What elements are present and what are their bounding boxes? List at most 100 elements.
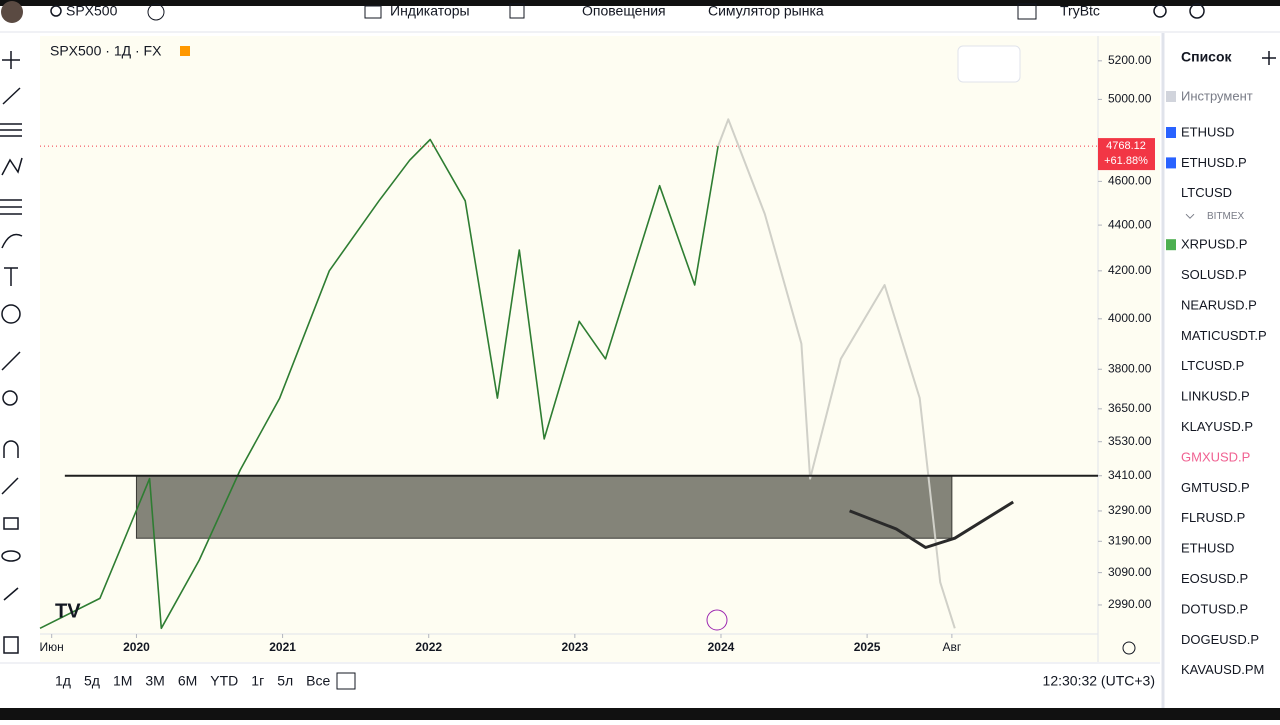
x-tick-label: 2022	[415, 640, 442, 654]
header-flag	[1166, 91, 1176, 102]
plot	[39, 118, 1098, 630]
search-icon[interactable]	[50, 5, 62, 17]
bottom-bar: 1д 5д 1М 3М 6М YTD 1г 5л Все	[55, 673, 331, 689]
top-toolbar	[0, 6, 1280, 32]
watchlist-symbol[interactable]: ETHUSD	[1181, 124, 1234, 139]
symbol-flag	[1166, 157, 1176, 169]
search-icon-2[interactable]	[1153, 4, 1167, 18]
y-tick-label: 3410.00	[1108, 468, 1152, 482]
bottom-edge	[0, 708, 1280, 720]
delete-tool[interactable]	[3, 636, 19, 654]
account-name[interactable]: TryBtc	[1060, 3, 1100, 19]
settings-icon[interactable]	[1189, 3, 1205, 19]
fullscreen-icon[interactable]	[1017, 3, 1037, 20]
group-chevron[interactable]	[1185, 213, 1195, 219]
user-drawing	[849, 500, 1014, 549]
range-button[interactable]: 3М	[145, 673, 164, 689]
lock-drawing-tool[interactable]	[1, 477, 19, 495]
alert-flag	[180, 46, 190, 56]
range-button[interactable]: 1г	[251, 673, 264, 689]
axis-settings[interactable]	[1122, 641, 1136, 655]
link-tool[interactable]	[3, 587, 19, 601]
watchlist-symbol[interactable]: GMTUSD.P	[1181, 480, 1250, 495]
crosshair-tool[interactable]	[2, 51, 20, 69]
y-tick-label: 5200.00	[1108, 53, 1152, 67]
y-tick-label: 3800.00	[1108, 361, 1152, 375]
replay-button[interactable]: Симулятор рынка	[708, 3, 824, 19]
y-tick-label: 3530.00	[1108, 434, 1152, 448]
text-tool[interactable]	[4, 267, 18, 286]
pattern-tool[interactable]	[1, 157, 23, 176]
watchlist-symbol[interactable]: MATICUSDT.P	[1181, 328, 1267, 343]
watchlist-symbol[interactable]: DOGEUSD.P	[1181, 632, 1259, 647]
emoji-tool[interactable]	[1, 304, 21, 324]
watchlist-symbol[interactable]: SOLUSD.P	[1181, 267, 1247, 282]
watchlist-title[interactable]: Список	[1181, 49, 1233, 65]
watchlist-symbol[interactable]: FLRUSD.P	[1181, 510, 1245, 525]
symbol-flag	[1166, 127, 1176, 138]
y-tick-label: 3290.00	[1108, 503, 1152, 517]
watchlist-symbol[interactable]: GMXUSD.P	[1181, 449, 1250, 464]
clock: 12:30:32 (UTC+3)	[1043, 673, 1155, 689]
range-button[interactable]: Все	[306, 673, 330, 689]
lock-tool[interactable]	[3, 517, 19, 530]
watchlist: ETHUSD ETHUSD.P LTCUSD BITMEX XRPUSD.P SOLUSD…	[1166, 124, 1267, 677]
events-icon[interactable]	[706, 609, 728, 631]
watchlist-symbol[interactable]: LTCUSD.P	[1181, 358, 1244, 373]
chart-pane	[40, 36, 1160, 662]
add-symbol[interactable]	[1262, 51, 1276, 65]
magnet-tool[interactable]	[3, 440, 19, 458]
range-button[interactable]: 6М	[178, 673, 197, 689]
x-tick-label: 2020	[123, 640, 150, 654]
chart-title: SPX500 · 1Д · FX	[50, 43, 162, 59]
x-tick-label: 2023	[561, 640, 588, 654]
trendline-tool[interactable]	[2, 87, 21, 105]
fib-tool[interactable]	[0, 123, 22, 137]
forecast-tool[interactable]	[0, 199, 22, 215]
watchlist-symbol[interactable]: EOSUSD.P	[1181, 571, 1248, 586]
range-button[interactable]: 5л	[277, 673, 293, 689]
price-label: 4768.12	[1106, 140, 1146, 152]
indicators-icon[interactable]	[364, 5, 382, 19]
watchlist-symbol[interactable]: NEARUSD.P	[1181, 297, 1257, 312]
floating-toolbar[interactable]	[957, 45, 1021, 83]
indicators-button[interactable]: Индикаторы	[390, 3, 470, 19]
symbol-flag	[1166, 239, 1176, 251]
watchlist-symbol[interactable]: ETHUSD	[1181, 541, 1234, 556]
avatar[interactable]	[1, 1, 23, 23]
symbol[interactable]: SPX500	[66, 3, 118, 19]
zone	[135, 475, 953, 539]
zoom-tool[interactable]	[2, 390, 18, 406]
top-edge	[0, 0, 1280, 6]
date-range-icon[interactable]	[336, 672, 356, 690]
y-tick-label: 5000.00	[1108, 92, 1152, 106]
watchlist-symbol[interactable]: LTCUSD	[1181, 185, 1232, 200]
brush-tool[interactable]	[1, 233, 23, 249]
watchlist-symbol[interactable]: XRPUSD.P	[1181, 237, 1247, 252]
watchlist-symbol[interactable]: KLAYUSD.P	[1181, 419, 1253, 434]
price-change: +61.88%	[1104, 155, 1148, 167]
range-button[interactable]: 1д	[55, 673, 71, 689]
watchlist-symbol[interactable]: DOTUSD.P	[1181, 601, 1248, 616]
range-button[interactable]: YTD	[210, 673, 238, 689]
drawing-tools	[0, 51, 23, 654]
add-icon[interactable]	[147, 3, 165, 21]
x-tick-label: Авг	[942, 640, 961, 654]
hide-tool[interactable]	[1, 550, 21, 562]
range-button[interactable]: 5д	[84, 673, 100, 689]
x-tick-label: Июн	[40, 640, 64, 654]
layouts-icon[interactable]	[509, 3, 525, 19]
y-tick-label: 4000.00	[1108, 311, 1152, 325]
watchlist-symbol[interactable]: LINKUSD.P	[1181, 389, 1250, 404]
projection-line	[717, 118, 956, 629]
ruler-tool[interactable]	[1, 351, 21, 371]
group-name: BITMEX	[1207, 211, 1245, 222]
watchlist-symbol[interactable]: KAVAUSD.PM	[1181, 662, 1264, 677]
y-tick-label: 2990.00	[1108, 597, 1152, 611]
alerts-button[interactable]: Оповещения	[582, 3, 666, 19]
x-tick-label: 2024	[708, 640, 735, 654]
watchlist-symbol[interactable]: ETHUSD.P	[1181, 155, 1247, 170]
tv-logo: TV	[55, 600, 81, 622]
range-button[interactable]: 1М	[113, 673, 132, 689]
